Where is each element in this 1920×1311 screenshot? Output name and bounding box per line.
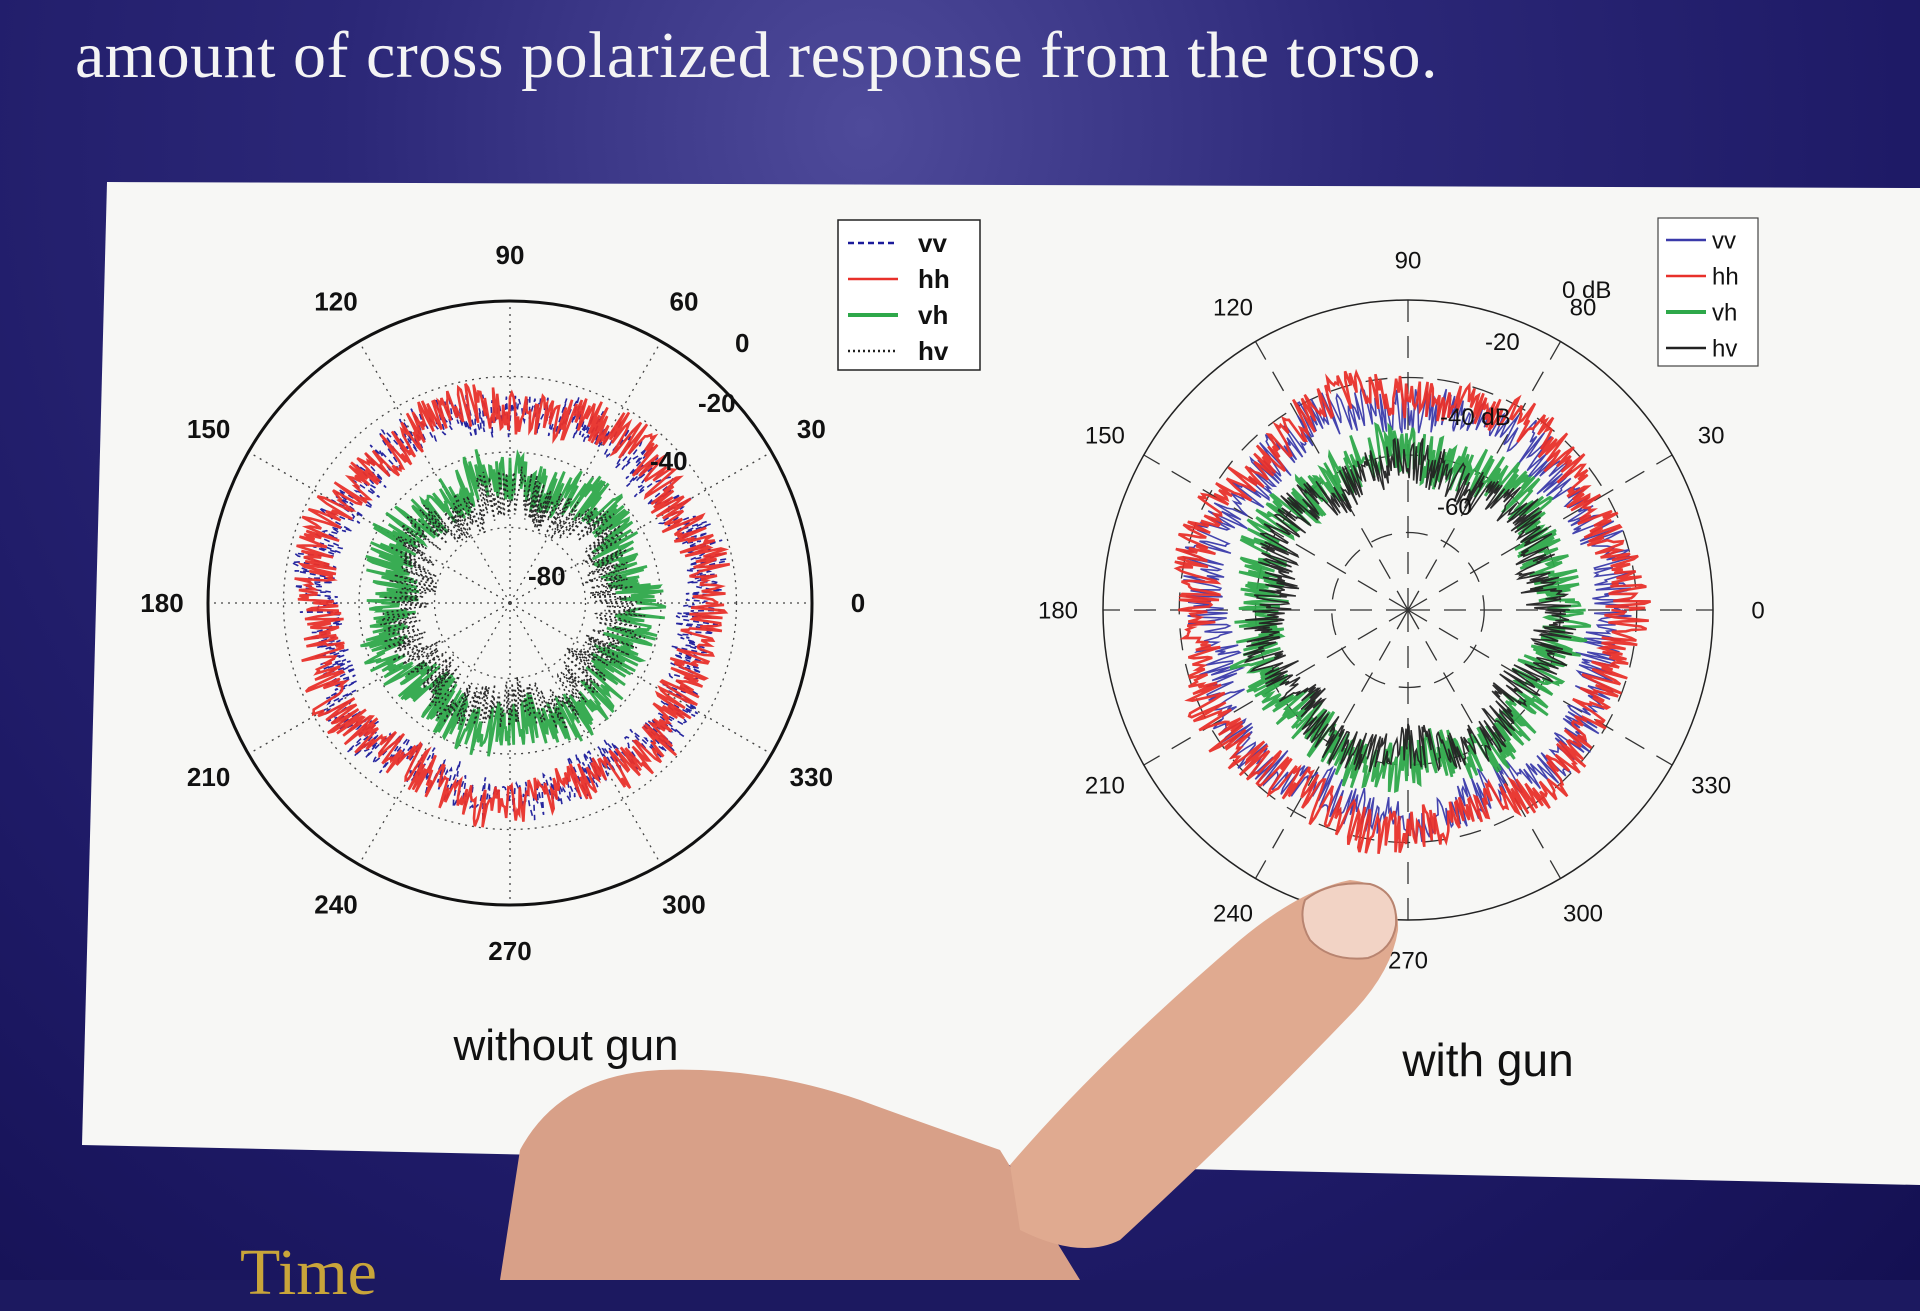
angle-label: 240 <box>314 889 357 919</box>
angle-label: 0 <box>851 588 865 618</box>
radial-label: -40 dB <box>1440 404 1511 431</box>
angle-label: 180 <box>140 588 183 618</box>
angle-label: 90 <box>496 240 525 270</box>
white-sheet <box>82 182 1920 1185</box>
radial-label: 0 <box>735 328 749 358</box>
polar-chart-with-gun: 0 30 80 90 120 150 180 210 240 270 300 330 0 dB -20 -… <box>1038 217 1765 1086</box>
radial-label: 0 dB <box>1562 277 1611 304</box>
angle-label: 300 <box>662 889 705 919</box>
angle-label: 0 <box>1751 597 1764 624</box>
radial-label: -40 <box>650 446 688 476</box>
grid-spoke <box>358 602 511 865</box>
angle-label: 330 <box>790 762 833 792</box>
angle-label: 180 <box>1038 597 1078 624</box>
outer-ring <box>206 299 814 907</box>
series-vh <box>360 448 667 757</box>
legend: vv hh vh hv <box>837 219 981 371</box>
series-hh <box>294 383 731 828</box>
grid-ring <box>358 451 662 755</box>
series-hv <box>380 466 646 733</box>
grid-spoke <box>1143 454 1409 611</box>
legend-box <box>837 219 981 371</box>
legend-label-vv: vv <box>918 228 947 258</box>
chart-caption: without gun <box>452 1021 678 1070</box>
radial-label: -80 <box>528 561 566 591</box>
series-hh <box>1173 368 1652 855</box>
series-vv <box>1182 385 1636 843</box>
angle-label: 210 <box>187 762 230 792</box>
radial-labels: 0 dB -20 -40 dB -60 <box>1437 277 1611 521</box>
grid-spoke <box>509 602 772 755</box>
angle-labels: 0 30 60 90 120 150 180 210 240 270 300 330 <box>140 240 865 966</box>
grid-spoke <box>248 451 511 604</box>
fingernail-shape <box>1301 882 1398 960</box>
legend-label-vv: vv <box>1712 227 1736 254</box>
finger-shape <box>1010 880 1399 1248</box>
radial-labels: 0 -20 -40 -80 <box>528 328 749 591</box>
angle-label: 90 <box>1395 247 1422 274</box>
polar-grid <box>208 301 812 905</box>
pointing-hand-photo <box>500 880 1399 1280</box>
angle-label: 60 <box>670 287 699 317</box>
grid-spoke <box>248 602 511 755</box>
grid-ring <box>433 526 587 680</box>
angle-label: 330 <box>1691 772 1731 799</box>
angle-label: 270 <box>1388 947 1428 974</box>
slide-caption-line: amount of cross polarized response from … <box>75 19 1438 92</box>
angle-label: 150 <box>187 414 230 444</box>
grid-spoke <box>509 602 662 865</box>
radial-label: -20 <box>698 388 736 418</box>
angle-label: 210 <box>1085 772 1125 799</box>
outer-ring <box>1102 299 1714 921</box>
grid-spoke <box>509 341 662 604</box>
angle-labels: 0 30 80 90 120 150 180 210 240 270 300 330 <box>1038 247 1765 974</box>
angle-label: 30 <box>1698 422 1725 449</box>
hand-shape <box>500 1069 1080 1280</box>
angle-label: 270 <box>488 936 531 966</box>
angle-label: 120 <box>1213 294 1253 321</box>
polar-chart-without-gun: 0 30 60 90 120 150 180 210 240 270 300 330 0 -20 -40 -… <box>140 219 981 1070</box>
series-group <box>1173 368 1652 855</box>
angle-label: 300 <box>1563 901 1603 928</box>
angle-label: 150 <box>1085 422 1125 449</box>
legend-box <box>1657 217 1759 367</box>
radial-label: -20 <box>1485 329 1520 356</box>
legend-label-hh: hh <box>1712 263 1739 290</box>
legend: vv hh vh hv <box>1657 217 1759 367</box>
legend-label-vh: vh <box>1712 299 1737 326</box>
angle-label: 30 <box>797 414 826 444</box>
series-group <box>288 383 731 828</box>
angle-label: 240 <box>1213 901 1253 928</box>
radial-label: -60 <box>1437 494 1472 521</box>
legend-label-vh: vh <box>918 300 948 330</box>
grid-spoke <box>358 341 511 604</box>
legend-label-hv: hv <box>1712 335 1737 362</box>
chart-caption: with gun <box>1401 1034 1573 1086</box>
legend-label-hh: hh <box>918 264 950 294</box>
grid-spoke <box>509 451 772 604</box>
grid-ring <box>282 375 738 831</box>
angle-label: 80 <box>1570 294 1597 321</box>
angle-label: 120 <box>314 287 357 317</box>
legend-label-hv: hv <box>918 336 949 366</box>
series-hv <box>1243 437 1577 773</box>
